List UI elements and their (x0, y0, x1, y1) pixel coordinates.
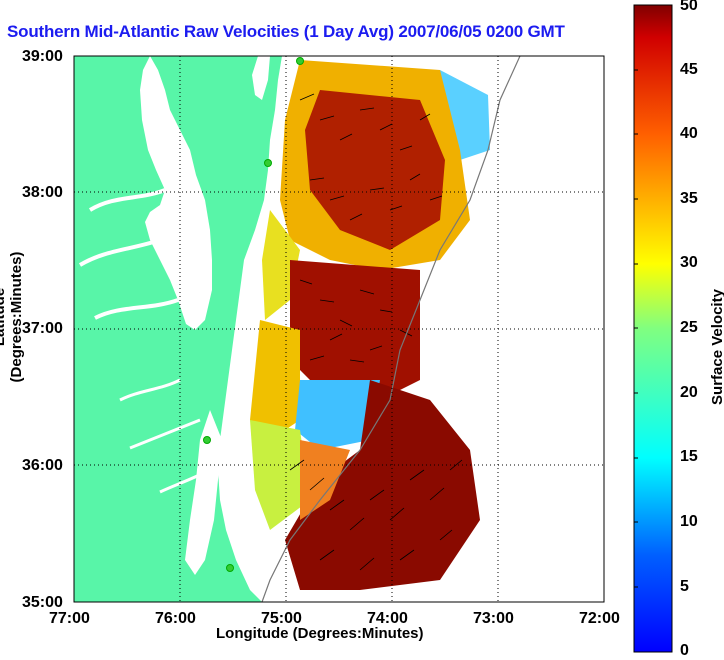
station-marker (296, 57, 304, 65)
chesapeake-bay (140, 56, 212, 330)
colorbar-tick-label: 10 (680, 513, 698, 530)
x-tick-label: 77:00 (49, 610, 90, 627)
velocity-vectors (289, 93, 463, 571)
colorbar-label: Surface Velocity (cm/s) (709, 289, 724, 405)
colorbar-tick-label: 50 (680, 0, 698, 14)
map-title: Southern Mid-Atlantic Raw Velocities (1 … (7, 22, 565, 41)
x-tick-label: 75:00 (261, 610, 302, 627)
colorbar-tick-label: 35 (680, 190, 698, 207)
bathymetry-contour (261, 55, 521, 603)
colorbar-tick-label: 20 (680, 384, 698, 401)
grid-lines (74, 56, 604, 602)
colorbar-tick-label: 15 (680, 448, 698, 465)
x-tick-label: 73:00 (473, 610, 514, 627)
colorbar (633, 4, 673, 653)
hf-radar-stations (203, 57, 304, 572)
velocity-field (250, 60, 490, 590)
x-axis-label: Longitude (Degrees:Minutes) (216, 625, 424, 642)
colorbar-tick-label: 25 (680, 319, 698, 336)
y-tick-label: 38:00 (22, 184, 63, 201)
sound (185, 410, 222, 575)
y-tick-label: 36:00 (22, 457, 63, 474)
x-tick-label: 76:00 (155, 610, 196, 627)
y-tick-label: 37:00 (22, 320, 63, 337)
colorbar-tick-label: 0 (680, 642, 689, 659)
colorbar-tick-label: 30 (680, 254, 698, 271)
colorbar-tick-label: 45 (680, 61, 698, 78)
y-tick-label: 35:00 (22, 594, 63, 611)
x-tick-label: 74:00 (367, 610, 408, 627)
y-tick-label: 39:00 (22, 48, 63, 65)
colorbar-tick-label: 40 (680, 125, 698, 142)
station-marker (203, 436, 211, 444)
plot-frame (73, 55, 605, 603)
station-marker (226, 564, 234, 572)
colorbar-tick-label: 5 (680, 578, 689, 595)
x-tick-label: 72:00 (579, 610, 620, 627)
delaware-bay (252, 56, 270, 100)
y-axis-label: Latitude (Degrees:Minutes) (0, 251, 25, 383)
river (78, 188, 179, 320)
colorbar-ticks (634, 69, 638, 588)
station-marker (264, 159, 272, 167)
